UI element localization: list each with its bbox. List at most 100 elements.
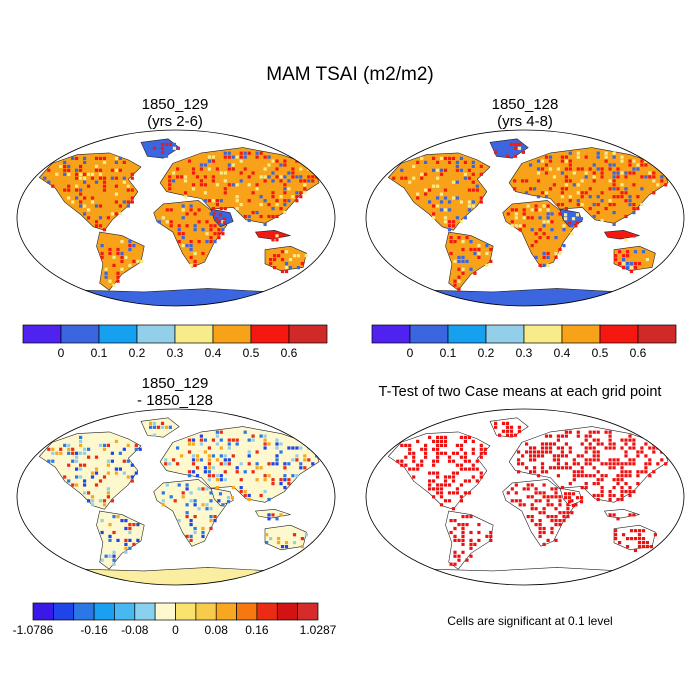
map-cell <box>193 263 197 267</box>
map-cell <box>231 438 235 442</box>
map-cell <box>439 208 444 212</box>
map-cell <box>453 279 457 283</box>
map-cell <box>498 433 502 437</box>
map-cell <box>400 176 404 180</box>
map-cell <box>263 155 267 159</box>
map-cell <box>247 462 251 466</box>
map-cell <box>457 267 461 271</box>
map-cell <box>644 454 648 458</box>
map-cell <box>259 151 263 155</box>
map-cell <box>187 470 192 474</box>
map-cell <box>473 271 477 275</box>
map-cell <box>183 179 188 183</box>
map-cell <box>211 159 215 163</box>
map-cell <box>267 175 271 179</box>
map-cell <box>185 511 189 515</box>
map-cell <box>477 255 481 259</box>
map-cell <box>94 467 99 471</box>
map-cell <box>608 462 612 466</box>
map-cell <box>614 529 618 533</box>
map-cell <box>116 275 120 279</box>
map-cell <box>439 503 444 507</box>
map-cell <box>538 228 542 232</box>
map-cell <box>102 180 107 184</box>
map-cell <box>439 487 444 491</box>
map-cell <box>596 195 600 199</box>
map-cell <box>428 487 432 491</box>
map-cell <box>255 462 259 466</box>
map-cell <box>645 258 649 262</box>
map-cell <box>436 459 440 463</box>
map-cell <box>509 433 514 437</box>
map-cell <box>279 478 283 482</box>
map-cell <box>90 200 95 204</box>
map-cell <box>404 463 408 467</box>
map-cell <box>59 164 63 168</box>
map-cell <box>168 425 172 429</box>
map-cell <box>94 224 99 228</box>
map-cell <box>94 164 99 168</box>
map-cell <box>636 195 640 199</box>
map-cell <box>471 467 475 471</box>
map-cell <box>536 179 541 183</box>
map-cell <box>118 467 122 471</box>
map-cell <box>79 463 83 467</box>
map-cell <box>47 447 51 451</box>
map-cell <box>558 247 562 252</box>
map-cell <box>436 487 440 491</box>
map-cell <box>116 279 120 283</box>
map-cell <box>632 203 636 207</box>
map-cell <box>94 168 99 172</box>
map-cell <box>211 199 215 203</box>
map-cell <box>218 213 223 217</box>
map-cell <box>459 200 463 204</box>
map-cell <box>226 500 231 504</box>
map-cell <box>102 188 107 192</box>
map-cell <box>463 491 467 495</box>
map-cell <box>542 220 546 224</box>
map-cell <box>428 188 432 192</box>
map-cell <box>616 175 620 179</box>
map-cell <box>443 499 448 503</box>
map-cell <box>485 251 489 256</box>
map-cell <box>47 459 51 463</box>
map-cell <box>83 172 87 176</box>
map-speckle <box>43 142 319 287</box>
map-cell <box>534 487 538 491</box>
map-cell <box>451 180 456 184</box>
map-cell <box>629 537 634 541</box>
map-cell <box>447 208 452 212</box>
map-cell <box>280 545 285 549</box>
map-cell <box>568 195 572 199</box>
map-cell <box>279 175 283 179</box>
map-cell <box>469 542 473 546</box>
map-cell <box>160 421 165 425</box>
map-cell <box>180 454 184 458</box>
map-cell <box>556 167 560 171</box>
colorbar-box <box>637 324 677 344</box>
map-cell <box>189 247 193 252</box>
map-cell <box>525 442 529 446</box>
map-cell <box>533 187 537 191</box>
map-cell <box>247 183 251 187</box>
map-cell <box>604 159 608 163</box>
map-cell <box>116 538 120 542</box>
map-cell <box>554 251 558 256</box>
map-frame <box>16 408 336 586</box>
map-cell <box>83 204 87 208</box>
map-cell <box>624 470 628 474</box>
colorbar-label: 0.6 <box>630 346 647 360</box>
map-cell <box>536 171 541 175</box>
map-cell <box>263 222 267 226</box>
map-cell <box>75 455 79 459</box>
map-cell <box>436 168 440 172</box>
map-cell <box>87 499 91 503</box>
map-cell <box>556 466 560 470</box>
map-cell <box>213 224 217 228</box>
map-cell <box>51 447 55 451</box>
map-cell <box>187 442 192 446</box>
map-cell <box>608 513 612 517</box>
map-cell <box>443 483 448 487</box>
map-cell <box>243 470 247 474</box>
map-cell <box>471 164 475 168</box>
